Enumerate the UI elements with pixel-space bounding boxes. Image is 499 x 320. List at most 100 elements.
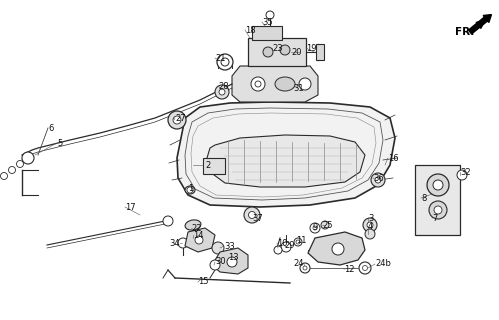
Circle shape (22, 152, 34, 164)
Circle shape (24, 155, 31, 162)
Text: 12: 12 (344, 265, 354, 274)
Text: 13: 13 (228, 253, 239, 262)
Circle shape (299, 78, 311, 90)
Circle shape (227, 257, 237, 267)
Circle shape (434, 206, 442, 214)
Text: 14: 14 (193, 230, 204, 239)
Circle shape (215, 85, 229, 99)
Text: 22: 22 (191, 223, 202, 233)
Text: 24b: 24b (375, 260, 391, 268)
Circle shape (427, 174, 449, 196)
Polygon shape (232, 66, 318, 102)
Circle shape (367, 222, 373, 228)
Text: 23: 23 (272, 44, 282, 52)
Circle shape (433, 180, 443, 190)
Circle shape (251, 77, 265, 91)
Text: 3: 3 (368, 213, 373, 222)
Text: 32: 32 (460, 167, 471, 177)
Ellipse shape (185, 186, 195, 194)
Circle shape (296, 240, 300, 244)
Circle shape (280, 45, 290, 55)
Text: 11: 11 (296, 236, 306, 244)
Ellipse shape (275, 77, 295, 91)
Circle shape (168, 111, 186, 129)
Text: 21: 21 (215, 53, 226, 62)
Circle shape (210, 260, 220, 270)
Circle shape (244, 207, 260, 223)
Text: 36: 36 (373, 173, 384, 182)
Polygon shape (185, 228, 215, 252)
Text: 7: 7 (432, 213, 438, 222)
Bar (415, 165, 460, 235)
Circle shape (281, 242, 291, 252)
Text: 34: 34 (169, 238, 180, 247)
Circle shape (332, 243, 344, 255)
Circle shape (173, 116, 181, 124)
Circle shape (263, 47, 273, 57)
Text: 1: 1 (188, 183, 193, 193)
Bar (252, 26, 282, 40)
Circle shape (300, 263, 310, 273)
Circle shape (178, 238, 188, 248)
Circle shape (16, 161, 23, 167)
Circle shape (255, 81, 261, 87)
Polygon shape (177, 102, 395, 207)
Ellipse shape (185, 220, 201, 230)
FancyArrow shape (469, 15, 492, 34)
Circle shape (274, 246, 282, 254)
Circle shape (310, 223, 320, 233)
Circle shape (303, 266, 307, 270)
Circle shape (371, 173, 385, 187)
Text: 28: 28 (218, 82, 229, 91)
Text: 37: 37 (252, 213, 263, 222)
Text: 24: 24 (293, 260, 304, 268)
Text: 19: 19 (306, 44, 316, 52)
Circle shape (266, 11, 274, 19)
Bar (248, 38, 306, 66)
Text: 10: 10 (277, 238, 287, 247)
Circle shape (457, 170, 467, 180)
Polygon shape (308, 232, 365, 265)
Circle shape (8, 166, 15, 173)
Bar (203, 158, 225, 174)
Text: 17: 17 (125, 203, 136, 212)
Text: 4: 4 (368, 221, 373, 230)
Text: 33: 33 (224, 242, 235, 251)
Circle shape (363, 218, 377, 232)
Circle shape (294, 238, 302, 246)
Circle shape (365, 229, 375, 239)
Text: 31: 31 (293, 84, 303, 92)
Text: 30: 30 (215, 258, 226, 267)
Polygon shape (207, 135, 365, 187)
Circle shape (313, 226, 317, 230)
Circle shape (0, 172, 7, 180)
Circle shape (221, 58, 229, 66)
Circle shape (375, 177, 381, 183)
Text: 16: 16 (388, 154, 399, 163)
Circle shape (429, 201, 447, 219)
Text: 27: 27 (175, 114, 186, 123)
Circle shape (321, 221, 329, 229)
Circle shape (163, 216, 173, 226)
Text: 18: 18 (245, 26, 255, 35)
Circle shape (362, 266, 367, 270)
Text: 8: 8 (421, 194, 426, 203)
Text: 9: 9 (313, 222, 318, 231)
Circle shape (217, 54, 233, 70)
Text: 20: 20 (291, 47, 301, 57)
Bar (316, 44, 324, 60)
Text: 25: 25 (322, 220, 332, 229)
Text: 6: 6 (48, 124, 53, 132)
Circle shape (359, 262, 371, 274)
Circle shape (212, 242, 224, 254)
Circle shape (187, 187, 193, 193)
Polygon shape (212, 248, 248, 274)
Circle shape (195, 236, 203, 244)
Text: 15: 15 (198, 277, 209, 286)
Circle shape (219, 89, 225, 95)
Text: 29: 29 (284, 241, 294, 250)
Text: 2: 2 (205, 161, 210, 170)
Circle shape (249, 212, 255, 219)
Text: FR.: FR. (455, 27, 475, 37)
Text: 5: 5 (57, 139, 62, 148)
